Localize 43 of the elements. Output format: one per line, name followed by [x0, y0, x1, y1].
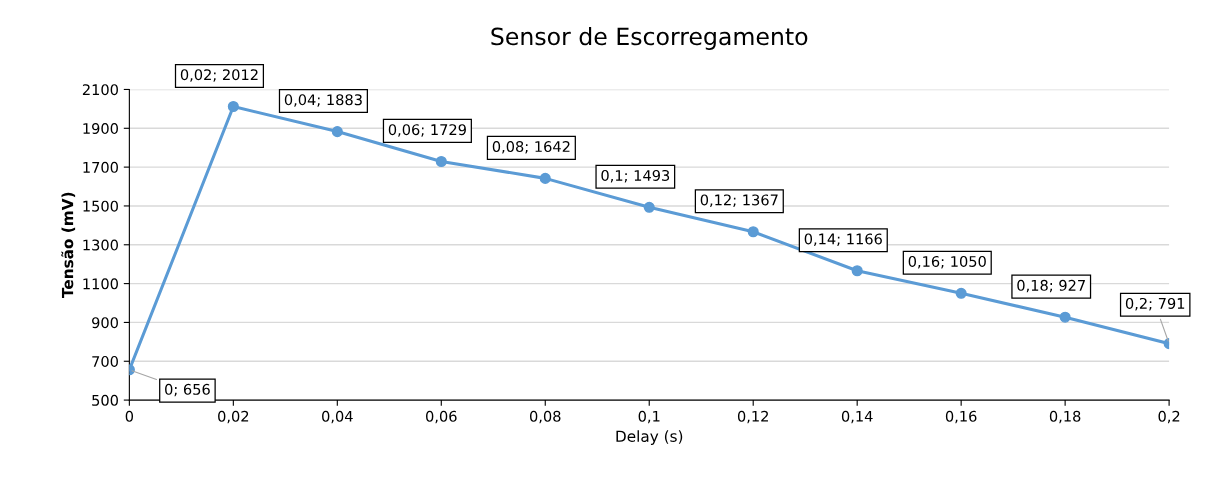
- point: [955, 287, 967, 299]
- x-tick-label: 0,14: [841, 410, 873, 424]
- x-tick-label: 0,12: [737, 410, 768, 424]
- x-axis-title: Delay (s): [616, 430, 683, 445]
- data-label: 0; 656: [165, 383, 210, 397]
- y-axis-title: Tensão (mV): [61, 192, 76, 298]
- point: [331, 126, 343, 138]
- data-label: 0,14; 1166: [804, 233, 882, 246]
- y-tick-label: 900: [92, 317, 118, 329]
- x-tick-label: 0,16: [945, 410, 977, 424]
- data-label: 0,16; 1050: [908, 255, 986, 269]
- point: [851, 265, 863, 277]
- point: [747, 226, 759, 238]
- y-tick-label: 2100: [82, 84, 118, 96]
- point: [435, 155, 447, 168]
- point: [539, 172, 551, 184]
- data-label: 0,02; 2012: [180, 69, 258, 82]
- x-tick-label: 0,2: [1158, 410, 1180, 424]
- chart-title: Sensor de Escorregamento: [491, 27, 808, 50]
- x-tick-label: 0,18: [1049, 410, 1081, 424]
- data-label: 0,2; 791: [1125, 297, 1185, 311]
- y-tick-label: 1100: [83, 278, 118, 290]
- y-tick-label: 1300: [83, 239, 118, 251]
- y-tick-label: 1700: [83, 161, 118, 173]
- x-tick-label: 0,04: [322, 410, 353, 424]
- data-label: 0,08; 1642: [492, 141, 570, 154]
- y-tick-label: 1900: [83, 123, 118, 135]
- data-label: 0,18; 927: [1017, 279, 1085, 293]
- y-tick-label: 500: [92, 394, 118, 406]
- point: [227, 100, 239, 113]
- data-label: 0,12; 1367: [700, 194, 778, 207]
- x-tick-label: 0,06: [426, 410, 457, 424]
- x-tick-label: 0,1: [638, 410, 660, 424]
- x-tick-label: 0,08: [529, 410, 561, 424]
- y-tick-label: 1500: [83, 200, 118, 212]
- y-tick-label: 700: [92, 355, 118, 367]
- point: [643, 201, 655, 213]
- x-tick-label: 0,02: [218, 410, 249, 424]
- data-label: 0,1; 1493: [601, 169, 670, 183]
- data-label: 0,04; 1883: [284, 94, 362, 107]
- point: [1059, 311, 1071, 323]
- data-label: 0,06; 1729: [388, 124, 466, 137]
- x-tick-label: 0: [125, 410, 134, 422]
